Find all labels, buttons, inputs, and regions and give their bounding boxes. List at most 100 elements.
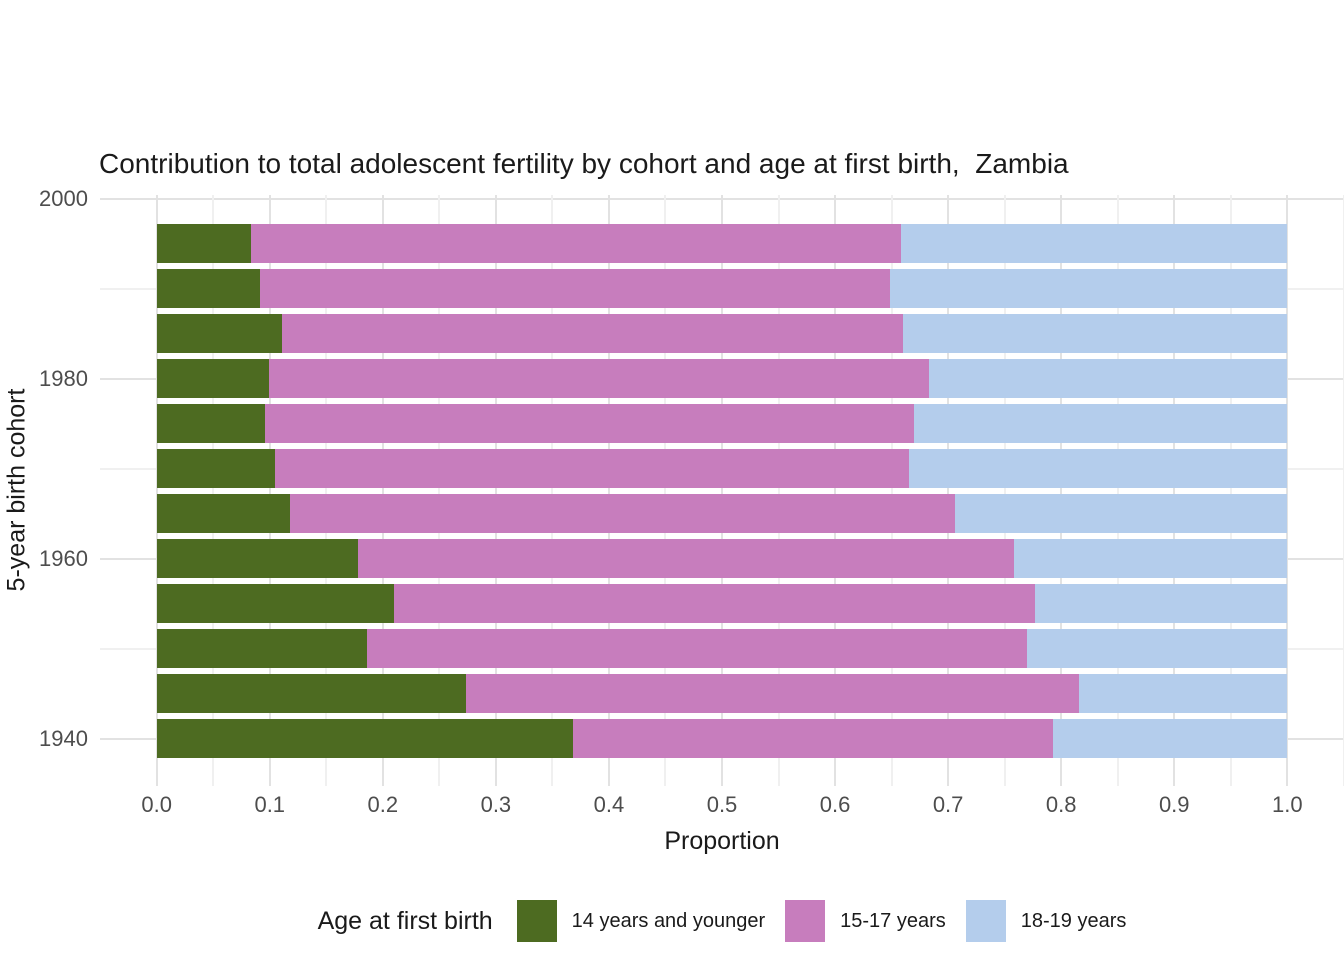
gridline-x-major — [268, 195, 271, 786]
legend-label: 14 years and younger — [571, 909, 766, 932]
segment-14-years-and-younger — [156, 404, 266, 443]
bar-cohort-1995 — [156, 224, 1288, 263]
gridline-x-major — [834, 195, 837, 786]
segment-14-years-and-younger — [156, 449, 276, 488]
chart-title: Contribution to total adolescent fertili… — [99, 148, 1069, 179]
bar-cohort-1945 — [156, 674, 1288, 713]
legend-swatch-18-19-years — [965, 900, 1006, 942]
segment-14-years-and-younger — [156, 269, 260, 308]
gridline-x-major — [607, 195, 610, 786]
gridline-x-minor — [1116, 195, 1119, 786]
segment-14-years-and-younger — [156, 674, 467, 713]
x-tick-label: 0.6 — [819, 792, 851, 817]
segment-18-19-years — [928, 359, 1288, 398]
segment-14-years-and-younger — [156, 584, 395, 623]
gridline-x-major — [1060, 195, 1063, 786]
x-tick-label: 0.2 — [367, 792, 399, 817]
segment-15-17-years — [290, 494, 955, 533]
segment-14-years-and-younger — [156, 719, 573, 758]
segment-15-17-years — [357, 539, 1014, 578]
bar-cohort-1970 — [156, 449, 1288, 488]
legend-item: 15-17 years — [785, 900, 946, 942]
segment-14-years-and-younger — [156, 359, 269, 398]
gridline-x-major — [155, 195, 158, 786]
gridline-x-minor — [438, 195, 441, 786]
segment-18-19-years — [1035, 584, 1288, 623]
segment-18-19-years — [1053, 719, 1288, 758]
legend-swatch-14-years-and-younger — [516, 900, 557, 942]
legend-item: 14 years and younger — [516, 900, 766, 942]
segment-18-19-years — [1027, 629, 1288, 668]
y-tick-label: 1980 — [39, 365, 88, 391]
segment-18-19-years — [900, 224, 1288, 263]
x-tick-label: 0.4 — [593, 792, 625, 817]
segment-14-years-and-younger — [156, 539, 358, 578]
x-tick-label: 0.7 — [932, 792, 964, 817]
bar-cohort-1990 — [156, 269, 1288, 308]
x-tick-label: 0.9 — [1158, 792, 1190, 817]
gridline-x-major — [947, 195, 950, 786]
bar-cohort-1980 — [156, 359, 1288, 398]
x-tick-label: 0.8 — [1045, 792, 1077, 817]
legend-items: 14 years and younger 15-17 years 18-19 yea… — [516, 900, 1127, 942]
gridline-x-minor — [664, 195, 667, 786]
gridline-x-minor — [551, 195, 554, 786]
legend-label: 18-19 years — [1020, 909, 1127, 932]
segment-15-17-years — [250, 224, 901, 263]
x-tick-label: 0.3 — [480, 792, 512, 817]
gridline-x-minor — [890, 195, 893, 786]
segment-18-19-years — [902, 314, 1288, 353]
segment-15-17-years — [282, 314, 903, 353]
gridline-x-major — [721, 195, 723, 786]
bar-cohort-1950 — [156, 629, 1288, 668]
legend: Age at first birth 14 years and younger 1… — [100, 896, 1344, 946]
legend-label: 15-17 years — [840, 909, 946, 932]
bar-cohort-1955 — [156, 584, 1288, 623]
gridline-x-minor — [212, 195, 215, 786]
gridline-x-major — [494, 195, 497, 786]
legend-item: 18-19 years — [965, 900, 1127, 942]
segment-15-17-years — [572, 719, 1054, 758]
gridline-x-minor — [777, 195, 780, 786]
bar-cohort-1940 — [156, 719, 1288, 758]
x-axis-title: Proportion — [664, 827, 780, 855]
gridline-x-minor — [1003, 195, 1006, 786]
segment-14-years-and-younger — [156, 494, 291, 533]
gridline-x-minor — [1342, 195, 1344, 786]
segment-15-17-years — [268, 359, 929, 398]
gridline-x-minor — [325, 195, 328, 786]
segment-18-19-years — [1079, 674, 1288, 713]
segment-14-years-and-younger — [156, 629, 367, 668]
segment-14-years-and-younger — [156, 314, 283, 353]
gridline-x-major — [381, 195, 384, 786]
bar-cohort-1975 — [156, 404, 1288, 443]
gridline-x-major — [1173, 195, 1176, 786]
x-tick-label: 1.0 — [1272, 792, 1303, 817]
bar-cohort-1985 — [156, 314, 1288, 353]
legend-title: Age at first birth — [317, 906, 493, 935]
x-tick-label: 0.5 — [706, 792, 738, 817]
y-tick-label: 1960 — [39, 545, 88, 571]
segment-18-19-years — [954, 494, 1288, 533]
segment-15-17-years — [466, 674, 1080, 713]
segment-15-17-years — [259, 269, 891, 308]
legend-swatch-15-17-years — [785, 900, 826, 942]
plot-panel — [100, 195, 1344, 786]
segment-18-19-years — [890, 269, 1288, 308]
segment-18-19-years — [1013, 539, 1288, 578]
x-tick-label: 0.1 — [254, 792, 286, 817]
segment-15-17-years — [275, 449, 909, 488]
segment-15-17-years — [265, 404, 915, 443]
segment-18-19-years — [908, 449, 1288, 488]
gridline-x-major — [1286, 195, 1289, 786]
gridline-x-minor — [1229, 195, 1232, 786]
y-tick-label: 2000 — [39, 185, 88, 211]
segment-15-17-years — [394, 584, 1036, 623]
bar-cohort-1960 — [156, 539, 1288, 578]
segment-15-17-years — [366, 629, 1028, 668]
segment-14-years-and-younger — [156, 224, 251, 263]
bar-cohort-1965 — [156, 494, 1288, 533]
y-tick-label: 1940 — [39, 725, 88, 751]
x-tick-label: 0.0 — [141, 792, 172, 817]
